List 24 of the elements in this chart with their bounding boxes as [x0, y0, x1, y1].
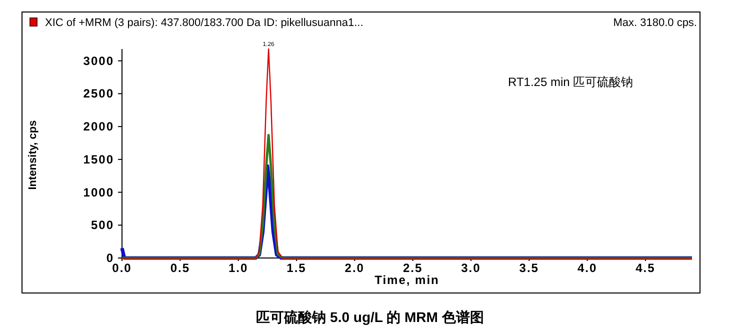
- x-tick-label: 2.5: [402, 261, 423, 275]
- y-tick-label: 1000: [83, 185, 114, 200]
- y-tick-label: 500: [90, 218, 114, 232]
- x-tick-label: 0.5: [170, 261, 190, 275]
- y-tick-label: 2500: [83, 86, 114, 101]
- y-tick-label: 0: [106, 251, 114, 265]
- x-tick-label: 0.0: [112, 261, 132, 275]
- y-tick-label: 1500: [83, 152, 114, 166]
- x-tick-label: 1.5: [286, 261, 306, 275]
- x-tick-label: 4.5: [636, 261, 656, 275]
- y-tick-label: 2000: [83, 120, 114, 134]
- y-tick-label: 3000: [83, 54, 114, 68]
- chart-title: XIC of +MRM (3 pairs): 437.800/183.700 Da ID: pikellusuanna1...: [45, 17, 364, 29]
- x-tick-label: 3.0: [461, 261, 481, 275]
- text: 匹可硫酸钠 5.0 ug/L 的 MRM 色谱图: [256, 309, 484, 325]
- x-axis-title: Time, min: [374, 273, 440, 287]
- line-series: [121, 48, 693, 259]
- annotation: RT1.25 min 匹可硫酸钠: [508, 75, 634, 89]
- x-tick-label: 4.0: [577, 261, 598, 275]
- x-tick-label: 2.0: [344, 261, 364, 275]
- chart-subtitle: Max. 3180.0 cps.: [613, 17, 697, 29]
- x-tick-label: 1.0: [228, 261, 248, 275]
- x-tick-label: 3.5: [519, 261, 539, 275]
- y-axis-title: Intensity, cps: [27, 120, 39, 190]
